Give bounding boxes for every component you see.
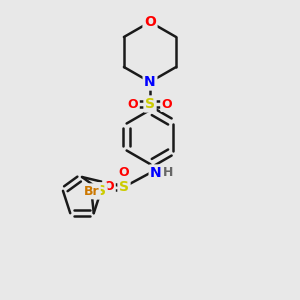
Text: O: O <box>128 98 138 110</box>
Text: S: S <box>96 184 106 198</box>
Text: O: O <box>144 15 156 29</box>
Text: O: O <box>162 98 172 110</box>
Text: S: S <box>145 97 155 111</box>
Text: N: N <box>144 75 156 89</box>
Text: S: S <box>119 180 129 194</box>
Text: O: O <box>104 181 114 194</box>
Text: H: H <box>163 167 173 179</box>
Text: O: O <box>119 166 129 178</box>
Text: Br: Br <box>84 185 99 198</box>
Text: N: N <box>150 166 162 180</box>
